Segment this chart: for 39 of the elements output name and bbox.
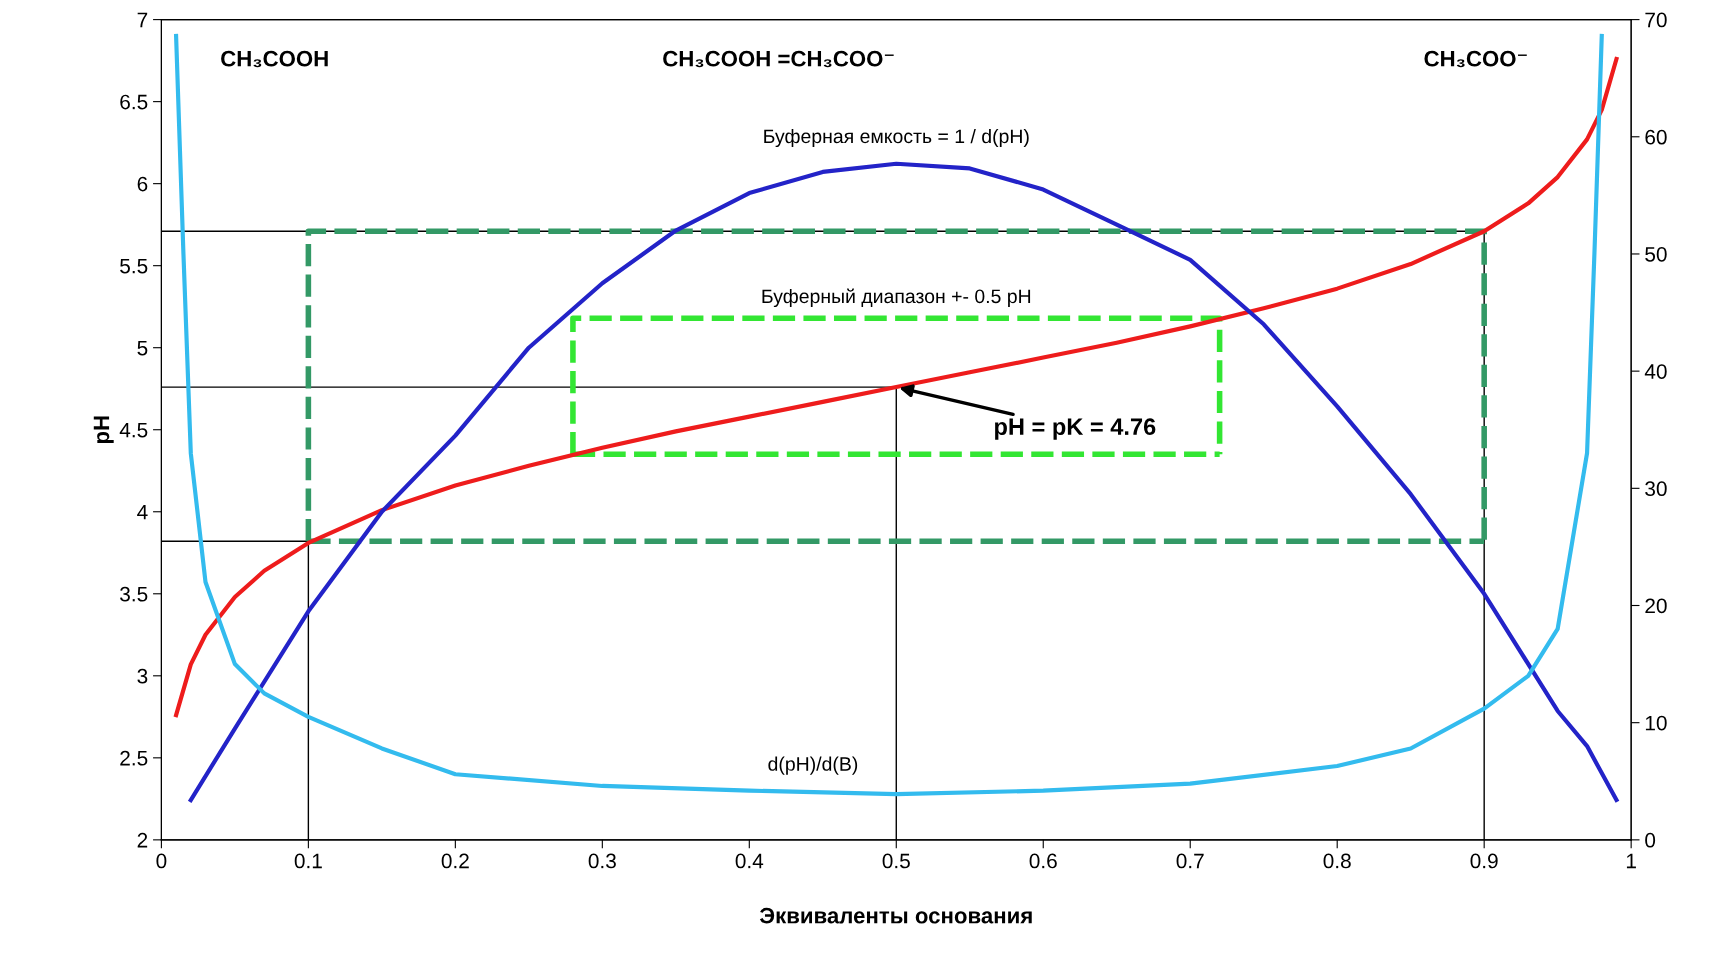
series-label: Буферный диапазон +- 0.5 pH [762, 288, 1031, 308]
x-tick-label: 0.8 [1323, 853, 1351, 869]
y2-tick-label: 60 [1645, 129, 1667, 145]
y-tick-label: 5 [137, 340, 148, 356]
series-label: d(pH)/d(B) [768, 756, 858, 775]
y-tick-label: 6.5 [120, 94, 148, 110]
y2-tick-label: 40 [1644, 364, 1667, 379]
annotation: CH₃COOH [221, 50, 328, 68]
series-label: Буферная емкость = 1 / d(pH) [764, 128, 1029, 148]
x-axis-title: Эквиваленты основания [759, 907, 1032, 924]
y-tick-label: 4.5 [119, 422, 148, 438]
x-tick-label: 0.7 [1176, 853, 1204, 869]
y-tick-label: 7 [137, 12, 148, 28]
y-tick-label: 2.5 [120, 750, 148, 766]
x-tick-label: 0.1 [294, 853, 322, 869]
annotation: pH = pK = 4.76 [995, 418, 1156, 440]
x-tick-label: 0 [156, 853, 167, 869]
x-tick-label: 0.4 [735, 853, 764, 869]
annotation: CH₃COO⁻ [1424, 50, 1527, 68]
x-tick-label: 0.3 [588, 853, 616, 869]
x-tick-label: 0.6 [1029, 853, 1057, 869]
y2-tick-label: 70 [1645, 12, 1667, 28]
annotation: CH₃COOH =CH₃COO⁻ [663, 50, 894, 68]
x-tick-label: 0.2 [441, 853, 469, 869]
y2-tick-label: 20 [1645, 598, 1667, 614]
y2-tick-label: 0 [1645, 832, 1656, 848]
y-tick-label: 2 [137, 832, 148, 848]
y2-tick-label: 10 [1645, 715, 1667, 731]
y-tick-label: 4 [137, 504, 148, 520]
y-tick-label: 6 [137, 176, 148, 192]
y-axis-title: pH [93, 416, 114, 444]
x-tick-label: 0.5 [882, 853, 910, 869]
x-tick-label: 1 [1626, 853, 1636, 869]
x-tick-label: 0.9 [1470, 853, 1498, 869]
y-tick-label: 3 [137, 668, 148, 684]
y2-tick-label: 30 [1645, 481, 1667, 497]
y-tick-label: 5.5 [120, 258, 148, 274]
y2-tick-label: 50 [1645, 246, 1667, 262]
y-tick-label: 3.5 [120, 586, 148, 602]
